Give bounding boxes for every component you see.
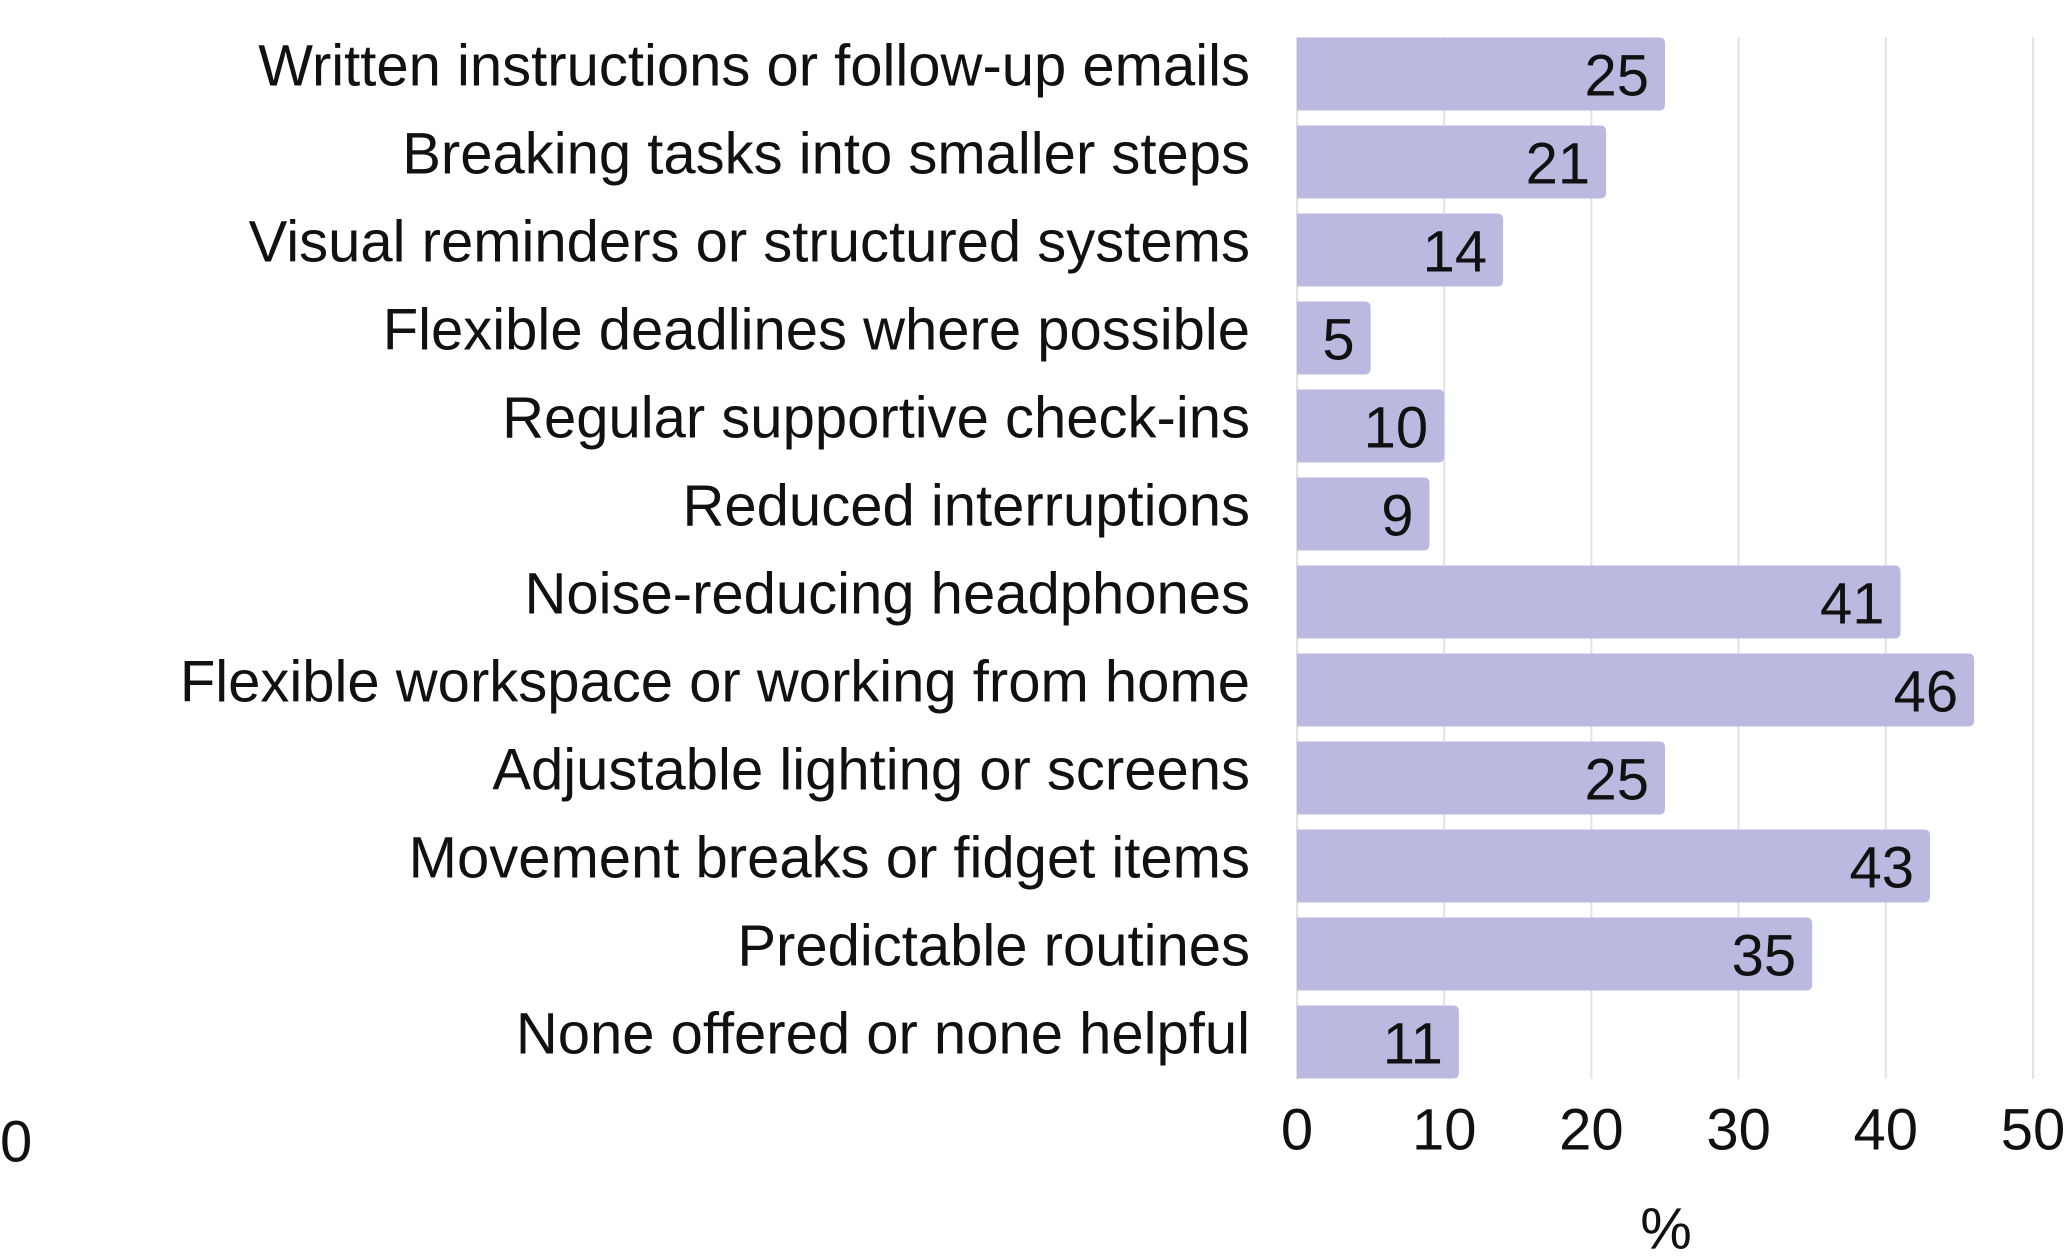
y-tick-label: Adjustable lighting or screens	[492, 737, 1250, 802]
value-label: 21	[1526, 131, 1591, 196]
y-tick-label: None offered or none helpful	[516, 1001, 1250, 1066]
y-tick-label: Noise-reducing headphones	[524, 561, 1250, 626]
x-tick-label: 10	[1412, 1097, 1477, 1162]
value-label: 46	[1894, 659, 1959, 724]
y-tick-label: Visual reminders or structured systems	[249, 209, 1250, 274]
y-tick-label: Flexible workspace or working from home	[180, 649, 1250, 714]
value-label: 14	[1423, 219, 1488, 284]
bar	[1297, 301, 1371, 375]
x-tick-label: 0	[1281, 1097, 1313, 1162]
bar	[1297, 741, 1665, 815]
x-tick-label: 20	[1559, 1097, 1624, 1162]
x-tick-label: 50	[2001, 1097, 2066, 1162]
y-tick-label: Movement breaks or fidget items	[409, 825, 1250, 890]
value-label: 25	[1584, 43, 1649, 108]
value-label: 25	[1584, 747, 1649, 812]
bar	[1297, 477, 1430, 551]
value-label: 5	[1322, 307, 1354, 372]
bar	[1297, 389, 1445, 463]
bar	[1297, 1005, 1459, 1079]
x-tick-label: 30	[1706, 1097, 1771, 1162]
y-tick-label: Written instructions or follow-up emails	[258, 33, 1250, 98]
value-label: 11	[1383, 1011, 1443, 1076]
value-label: 10	[1364, 395, 1429, 460]
bar	[1297, 37, 1665, 111]
bar	[1297, 565, 1901, 639]
x-tick-label: 40	[1854, 1097, 1919, 1162]
value-label: 43	[1849, 835, 1914, 900]
bar	[1297, 653, 1975, 727]
bar	[1297, 829, 1930, 903]
y-tick-label: Breaking tasks into smaller steps	[402, 121, 1250, 186]
y-tick-label: Predictable routines	[737, 913, 1250, 978]
value-label: 9	[1381, 483, 1413, 548]
x-axis-label: %	[1640, 1196, 1692, 1258]
y-tick-label: Regular supportive check-ins	[502, 385, 1250, 450]
bar	[1297, 917, 1813, 991]
y-tick-label: Flexible deadlines where possible	[383, 297, 1250, 362]
bar	[1297, 213, 1504, 287]
value-label: 41	[1820, 571, 1885, 636]
value-label: 35	[1732, 923, 1797, 988]
stray-tick-label: 0	[0, 1109, 32, 1174]
y-tick-label: Reduced interruptions	[683, 473, 1250, 538]
bar	[1297, 125, 1607, 199]
